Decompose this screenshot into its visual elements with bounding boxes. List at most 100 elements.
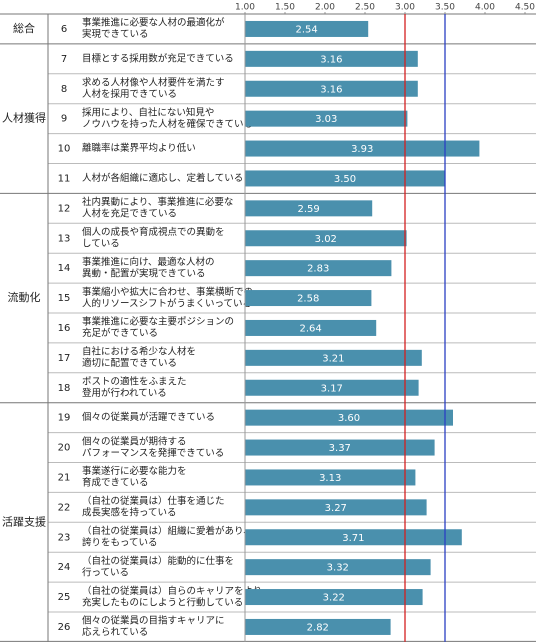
- value-label: 3.17: [321, 383, 343, 394]
- item-label: 育成できている: [82, 477, 149, 489]
- item-label: 求める人材像や人材要件を満たす: [82, 77, 225, 89]
- value-label: 3.27: [325, 503, 347, 514]
- value-label: 3.16: [320, 54, 342, 65]
- value-label: 3.02: [315, 234, 337, 245]
- x-tick-label: 4.50: [515, 3, 535, 13]
- item-label: 行っている: [82, 566, 129, 578]
- item-number: 9: [61, 114, 67, 125]
- item-number: 25: [58, 592, 71, 603]
- bar: [245, 559, 431, 576]
- item-number: 22: [58, 502, 71, 513]
- value-label: 3.32: [327, 563, 349, 574]
- item-label: 個々の従業員の目指すキャリアに: [82, 615, 225, 627]
- value-label: 3.71: [342, 533, 364, 544]
- value-label: 3.22: [323, 593, 345, 604]
- item-label: パフォーマンスを発揮できている: [82, 447, 224, 459]
- x-tick-label: 2.50: [355, 3, 375, 13]
- bar: [245, 499, 427, 516]
- bar: [245, 290, 372, 307]
- item-number: 21: [58, 472, 71, 483]
- item-label: 採用により、自社にない知見や: [82, 106, 214, 118]
- bar: [245, 589, 423, 606]
- value-label: 3.13: [319, 473, 341, 484]
- item-label: 事業推進に向け、最適な人材の: [82, 256, 215, 268]
- item-number: 26: [58, 622, 71, 633]
- bar: [245, 260, 392, 277]
- item-number: 7: [61, 54, 67, 65]
- item-number: 17: [58, 353, 71, 364]
- value-label: 3.93: [351, 144, 373, 155]
- item-label: （自社の従業員は）自らのキャリアをより: [82, 585, 262, 597]
- item-label: 事業縮小や拡大に合わせ、事業横断での: [82, 286, 253, 298]
- bar: [245, 409, 453, 426]
- item-label: 離職率は業界平均より低い: [82, 142, 196, 154]
- item-number: 10: [58, 144, 71, 155]
- bar: [245, 170, 445, 187]
- item-label: 事業推進に必要な主要ポジションの: [82, 316, 234, 328]
- value-label: 2.83: [307, 264, 329, 275]
- item-number: 13: [58, 233, 71, 244]
- item-label: 実現できている: [82, 28, 149, 40]
- item-label: 充実したものにしようと行動している: [82, 596, 243, 608]
- bar: [245, 20, 369, 37]
- item-label: 人材が各組織に適応し、定着している: [82, 172, 243, 184]
- item-label: （自社の従業員は）能動的に仕事を: [82, 555, 234, 567]
- item-label: ポストの適性をふまえた: [82, 376, 187, 388]
- bar: [245, 200, 373, 217]
- group-label: 人材獲得: [2, 111, 46, 125]
- bar: [245, 230, 407, 247]
- item-label: 社内異動により、事業推進に必要な: [82, 196, 233, 208]
- x-tick-label: 1.00: [235, 3, 255, 13]
- item-label: 事業推進に必要な人材の最適化が: [82, 17, 225, 29]
- value-label: 2.54: [295, 24, 317, 35]
- item-number: 16: [58, 323, 71, 334]
- group-label: 総合: [13, 21, 35, 35]
- value-label: 3.16: [320, 84, 342, 95]
- bar: [245, 469, 416, 486]
- item-number: 20: [58, 443, 71, 454]
- item-label: 人材を採用できている: [82, 88, 177, 100]
- bar: [245, 80, 418, 97]
- item-label: 自社における希少な人材を: [82, 346, 196, 358]
- bar: [245, 618, 391, 635]
- value-label: 3.03: [315, 114, 337, 125]
- item-label: 人材を充足できている: [82, 208, 177, 220]
- item-label: している: [82, 239, 120, 250]
- item-label: 異動・配置が実現できている: [82, 267, 206, 279]
- value-label: 3.21: [322, 353, 344, 364]
- item-number: 12: [58, 203, 71, 214]
- value-label: 3.50: [334, 174, 356, 185]
- item-number: 24: [58, 562, 71, 573]
- x-tick-label: 1.50: [275, 3, 295, 13]
- item-label: 個々の従業員が活躍できている: [82, 411, 215, 423]
- value-label: 3.37: [329, 443, 351, 454]
- x-tick-label: 3.00: [395, 3, 415, 13]
- bar: [245, 110, 408, 127]
- x-tick-label: 3.50: [435, 3, 455, 13]
- value-label: 2.64: [299, 323, 321, 334]
- item-label: 目標とする採用数が充足できている: [82, 52, 234, 64]
- item-label: 事業遂行に必要な能力を: [82, 465, 187, 477]
- item-number: 11: [58, 173, 71, 184]
- group-label: 流動化: [8, 290, 41, 304]
- item-label: 人的リソースシフトがうまくいっている: [82, 297, 252, 309]
- item-label: 個々の従業員が期待する: [82, 435, 187, 447]
- bar: [245, 319, 377, 336]
- item-label: （自社の従業員は）仕事を通じた: [82, 495, 225, 507]
- x-tick-label: 4.00: [475, 3, 495, 13]
- value-label: 2.58: [297, 294, 319, 305]
- item-label: ノウハウを持った人材を確保できている: [82, 118, 253, 130]
- item-number: 18: [58, 383, 71, 394]
- item-label: 個人の成長や育成視点での異動を: [82, 226, 225, 238]
- item-label: 登用が行われている: [82, 387, 167, 399]
- item-number: 8: [61, 84, 67, 95]
- item-label: （自社の従業員は）組織に愛着があり、: [82, 525, 253, 537]
- value-label: 3.60: [338, 413, 360, 424]
- item-number: 14: [58, 263, 71, 274]
- item-label: 成長実感を持っている: [82, 507, 177, 519]
- item-label: 誇りをもっている: [82, 537, 158, 549]
- item-number: 15: [58, 293, 71, 304]
- item-number: 23: [58, 532, 71, 543]
- value-label: 2.59: [297, 204, 319, 215]
